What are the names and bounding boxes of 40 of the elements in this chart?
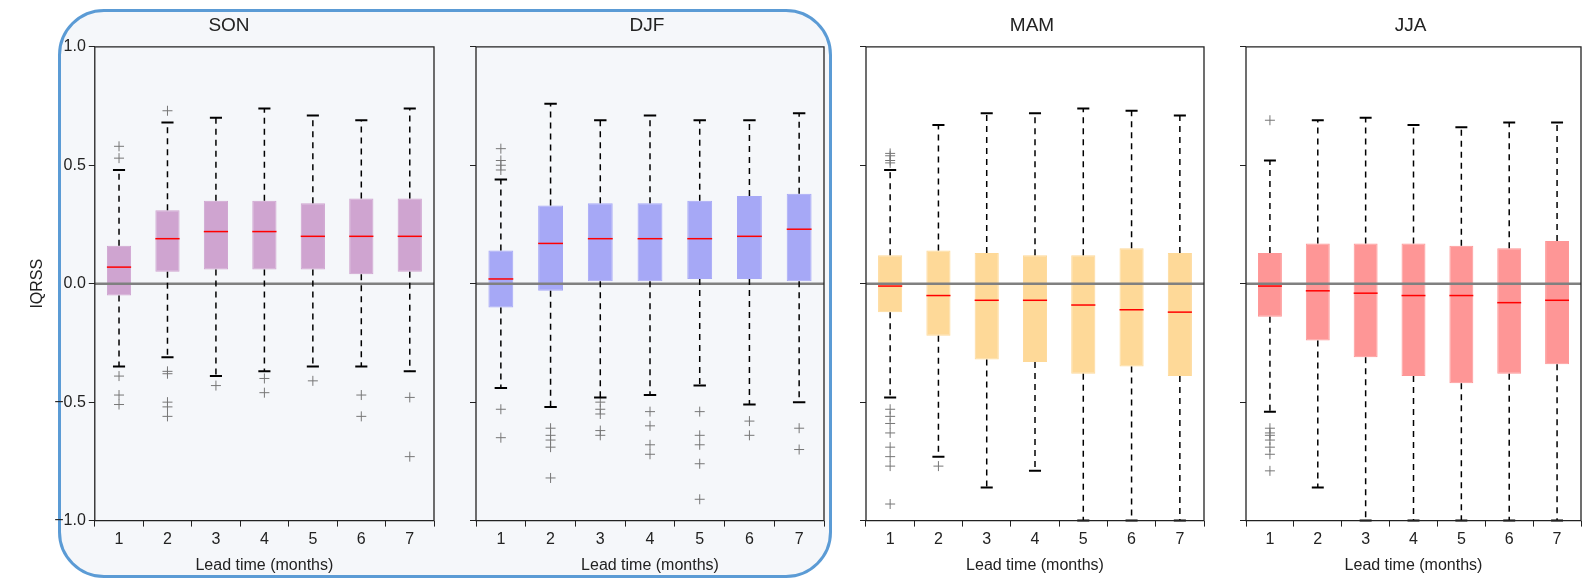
x-tick-label: 5 [1456, 529, 1466, 547]
x-axis-title: Lead time (months) [966, 555, 1104, 573]
x-tick-label: 2 [163, 529, 173, 547]
y-tick-label: 1.0 [63, 37, 86, 55]
x-tick-label: 3 [982, 529, 992, 547]
x-tick-label: 3 [211, 529, 221, 547]
x-tick-label: 6 [744, 529, 754, 547]
x-tick-label: 7 [794, 529, 804, 547]
x-tick-label: 4 [259, 529, 269, 547]
x-tick-label: 5 [308, 529, 318, 547]
x-tick-label: 2 [933, 529, 943, 547]
chart-title: MAM [1009, 13, 1055, 35]
x-tick-label: 2 [546, 529, 556, 547]
chart-title: JJA [1394, 13, 1427, 35]
x-tick-label: 5 [1078, 529, 1088, 547]
x-tick-label: 4 [1030, 529, 1040, 547]
x-axis-title: Lead time (months) [1344, 555, 1483, 573]
x-tick-label: 6 [356, 529, 366, 547]
y-axis-title: IQRSS [28, 258, 46, 309]
y-tick-label: 0.0 [63, 274, 86, 292]
x-tick-label: 4 [1409, 529, 1419, 547]
chart-title: SON [208, 13, 250, 35]
x-tick-label: 6 [1127, 529, 1137, 547]
x-axis-title: Lead time (months) [581, 555, 719, 573]
x-tick-label: 7 [1552, 529, 1562, 547]
x-tick-label: 3 [1361, 529, 1371, 547]
x-tick-label: 4 [645, 529, 655, 547]
x-tick-label: 1 [1265, 529, 1275, 547]
x-tick-label: 5 [695, 529, 705, 547]
x-tick-label: 1 [496, 529, 506, 547]
x-axis-title: Lead time (months) [195, 555, 334, 573]
x-tick-label: 6 [1504, 529, 1514, 547]
x-tick-label: 2 [1313, 529, 1323, 547]
x-tick-label: 1 [114, 529, 124, 547]
x-tick-label: 7 [1175, 529, 1185, 547]
x-tick-label: 1 [885, 529, 895, 547]
x-tick-label: 3 [595, 529, 605, 547]
x-tick-label: 7 [405, 529, 415, 547]
chart-title: DJF [629, 13, 665, 35]
y-tick-label: 0.5 [63, 155, 86, 173]
